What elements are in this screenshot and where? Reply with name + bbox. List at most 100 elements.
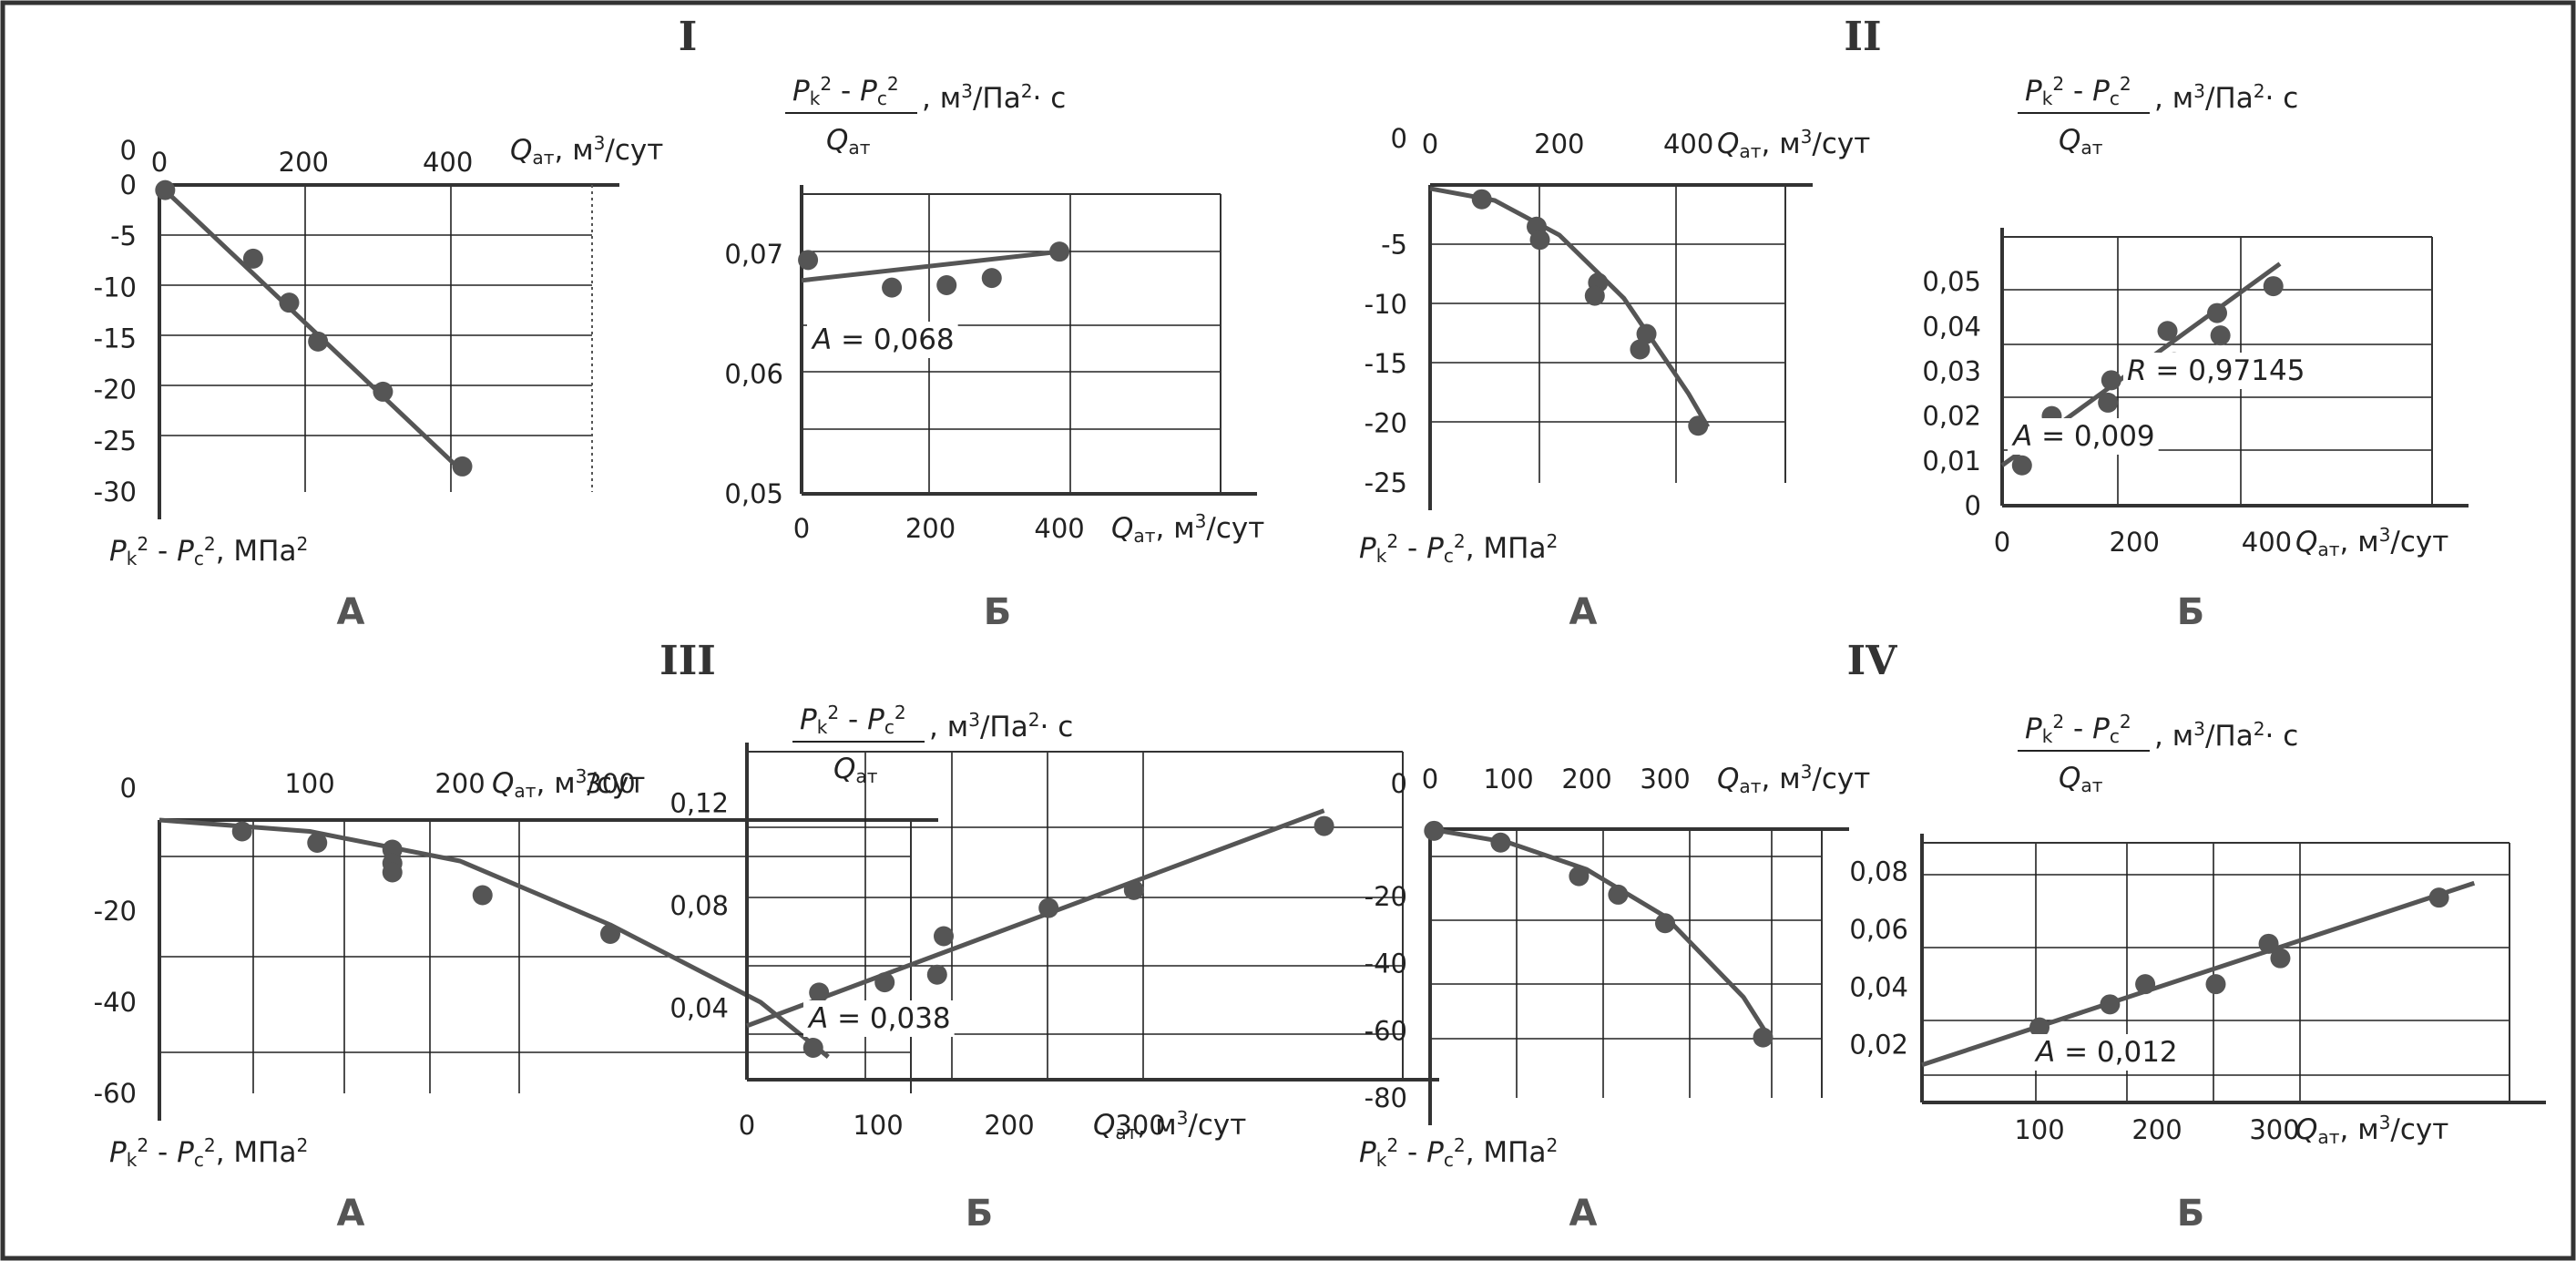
fit-line <box>746 808 1325 1029</box>
y-tick-label: 0,04 <box>1922 311 1981 342</box>
x-tick-label: 200 <box>434 768 485 799</box>
y-axis-label-denominator: Qат <box>826 124 871 159</box>
y-tick-label: -60 <box>94 1078 137 1109</box>
y-axis-label: Pk2 - Pc2, МПа2 <box>1359 530 1558 567</box>
x-tick-label: 100 <box>853 1110 903 1141</box>
data-point <box>936 275 957 296</box>
x-axis-label: Qат, м3/сут <box>1717 761 1870 797</box>
x-tick-label: 300 <box>1640 764 1690 795</box>
panel-label-III: III <box>659 638 716 684</box>
data-point <box>934 926 954 947</box>
y-axis-label-numerator: Pk2 - Pc2 <box>800 702 906 738</box>
data-point <box>242 248 263 269</box>
data-point <box>2029 1017 2050 1038</box>
x-tick-label: 200 <box>2110 527 2160 558</box>
data-point <box>802 1038 823 1058</box>
origin-label: 0 <box>1391 768 1407 799</box>
data-point <box>798 250 819 271</box>
data-point <box>307 833 328 853</box>
annotation: A = 0,038 <box>807 1002 951 1035</box>
x-tick-label: 200 <box>984 1110 1034 1141</box>
chart-I-b: 0 200 400 0,07 0,06 0,05 Qат, м3/сут Pk2 - Pc2,… <box>724 73 1264 633</box>
x-tick-label: 0 <box>151 147 168 178</box>
data-point <box>2101 370 2121 391</box>
x-tick-label: 100 <box>284 768 334 799</box>
y-tick-label: -30 <box>94 477 137 507</box>
origin-label: 0 <box>120 135 137 166</box>
y-axis-label-units: , м3/Па2· с <box>2154 80 2298 115</box>
data-point <box>1490 832 1511 853</box>
annotation-backdrop <box>2008 418 2159 455</box>
y-tick-label: 0,04 <box>1849 971 1908 1002</box>
chart-IV-b: 100 200 300 0,02 0,04 0,06 0,08 Qат, м3/сут Pk2 … <box>1849 711 2546 1235</box>
origin-label: 0 <box>120 773 137 804</box>
y-tick-label: 0,05 <box>1922 266 1981 297</box>
data-point <box>1753 1027 1774 1048</box>
x-tick-label: 0 <box>1422 128 1438 159</box>
x-tick-label: 100 <box>2014 1114 2064 1145</box>
y-tick-label: -5 <box>1381 229 1407 260</box>
data-point <box>2157 321 2178 342</box>
panel-letter: Б <box>966 1193 994 1235</box>
y-tick-label: -25 <box>1365 467 1407 498</box>
data-point <box>2135 974 2156 995</box>
data-point <box>1038 897 1059 918</box>
fit-line <box>158 817 830 1059</box>
y-tick-label: 0,02 <box>1922 401 1981 432</box>
panel-label-IV: IV <box>1847 638 1898 684</box>
data-point <box>155 179 176 200</box>
x-tick-label: 0 <box>1422 764 1438 795</box>
y-tick-label: 0,06 <box>724 358 783 389</box>
data-point <box>2258 933 2279 954</box>
panel-letter: А <box>337 1193 365 1235</box>
y-tick-label: -20 <box>94 896 137 927</box>
y-tick-label: -40 <box>94 987 137 1018</box>
x-axis-label: Qат, м3/сут <box>1111 510 1264 547</box>
y-tick-label: -15 <box>94 323 137 354</box>
data-point <box>2207 302 2227 323</box>
annotation: A = 0,012 <box>2034 1036 2178 1069</box>
data-point <box>1584 285 1605 306</box>
data-point <box>2098 392 2119 413</box>
data-point <box>308 331 329 352</box>
y-tick-label: 0,06 <box>1849 914 1908 945</box>
y-axis-label-denominator: Qат <box>2059 762 2103 796</box>
annotation-backdrop <box>2123 353 2309 389</box>
panel-letter: Б <box>2177 591 2205 633</box>
data-point <box>809 982 830 1003</box>
annotation-backdrop <box>807 322 958 358</box>
y-axis-label: Pk2 - Pc2, МПа2 <box>109 1134 308 1171</box>
y-tick-label: 0,08 <box>1849 856 1908 887</box>
data-point <box>981 268 1002 289</box>
panel-label-II: II <box>1844 14 1881 60</box>
x-axis-label: Qат, м3/сут <box>2295 524 2448 560</box>
x-tick-label: 0 <box>793 513 810 544</box>
data-point <box>1608 884 1629 905</box>
origin-label: 0 <box>1391 123 1407 154</box>
y-tick-label: -20 <box>1365 881 1407 912</box>
data-point <box>2205 974 2226 995</box>
y-tick-label: -10 <box>94 272 137 302</box>
y-tick-label: 0,08 <box>670 890 729 921</box>
x-tick-label: 200 <box>1561 764 1611 795</box>
y-tick-label: -5 <box>110 220 137 251</box>
panel-label-I: I <box>679 14 698 60</box>
data-point <box>882 277 903 298</box>
y-tick-label: 0,01 <box>1922 446 1981 477</box>
y-axis-label-numerator: Pk2 - Pc2 <box>792 73 899 109</box>
data-point <box>874 972 895 993</box>
x-tick-label: 200 <box>1534 128 1584 159</box>
x-axis-label: Qат, м3/сут <box>1717 126 1870 162</box>
y-tick-label: -20 <box>94 374 137 405</box>
data-point <box>2210 325 2231 346</box>
y-tick-label: -25 <box>94 425 137 456</box>
y-tick-label: -60 <box>1365 1015 1407 1046</box>
y-tick-label: -15 <box>1365 348 1407 379</box>
data-point <box>452 456 473 477</box>
x-tick-label: 200 <box>279 147 329 178</box>
data-point <box>279 292 300 313</box>
data-point <box>1688 415 1709 436</box>
x-axis-label: Qат, м3/сут <box>2295 1112 2448 1148</box>
panel-letter: А <box>1569 1193 1598 1235</box>
